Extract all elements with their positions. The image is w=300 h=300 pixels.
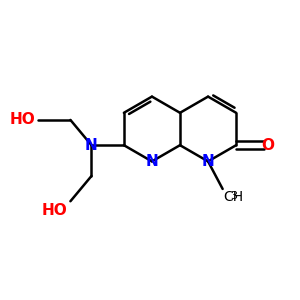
Text: HO: HO xyxy=(9,112,35,128)
Text: N: N xyxy=(202,154,214,169)
Text: 3: 3 xyxy=(230,191,237,201)
Text: HO: HO xyxy=(42,203,68,218)
Text: CH: CH xyxy=(224,190,244,204)
Text: O: O xyxy=(261,138,274,153)
Text: N: N xyxy=(85,138,98,153)
Text: N: N xyxy=(146,154,158,169)
